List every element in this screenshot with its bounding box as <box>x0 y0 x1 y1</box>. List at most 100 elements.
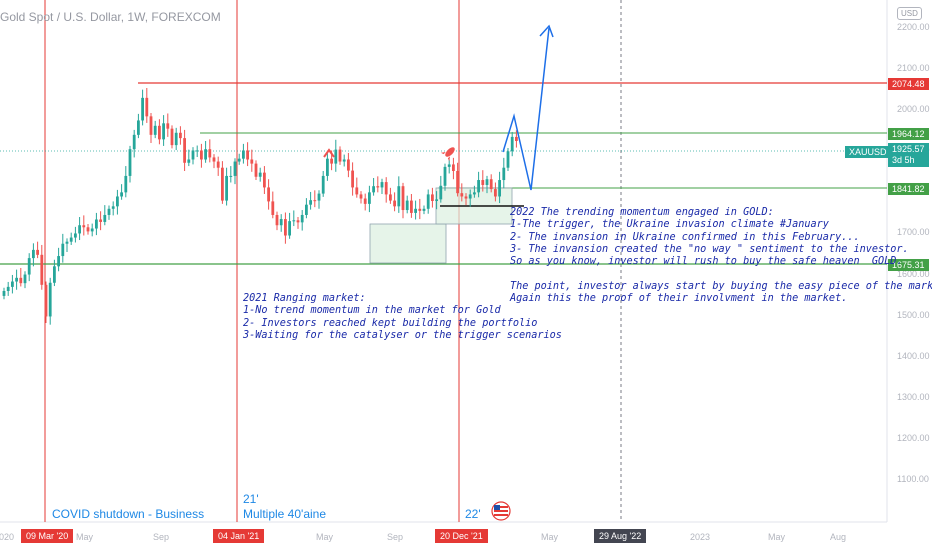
candle-body <box>405 200 409 211</box>
usa-flag-icon <box>491 501 511 521</box>
price-tick-label: 1600.00 <box>897 268 930 279</box>
currency-badge[interactable]: USD <box>897 7 922 20</box>
candle-body <box>300 214 304 223</box>
candle-body <box>179 132 182 139</box>
candle-body <box>372 186 375 193</box>
candle-body <box>393 200 396 207</box>
candle-body <box>128 149 132 176</box>
candle-body <box>368 192 371 204</box>
candle-body <box>36 249 39 255</box>
candle-body <box>376 186 380 188</box>
candle-body <box>11 281 14 287</box>
candle-body <box>401 186 405 211</box>
candle-body <box>485 179 489 185</box>
candle-body <box>338 149 342 162</box>
time-tick-label: May <box>316 532 334 542</box>
rocket-icon <box>440 147 455 162</box>
time-highlight-badge: 04 Jan '21 <box>213 529 265 543</box>
candle-body <box>57 256 60 267</box>
price-tick-label: 1500.00 <box>897 309 930 320</box>
level-badge-1675: 1675.31 <box>888 259 929 271</box>
candle-body <box>288 221 291 236</box>
candle-body <box>468 194 472 199</box>
candle-body <box>414 208 417 213</box>
candle-body <box>410 200 413 213</box>
candle-body <box>279 219 283 226</box>
candle-body <box>53 266 56 283</box>
candle-body <box>237 158 241 162</box>
candle-body <box>242 150 245 159</box>
candle-body <box>418 208 422 211</box>
covid-label: COVID shutdown - Business <box>52 507 205 521</box>
candle-body <box>137 120 140 135</box>
candle-body <box>170 128 174 146</box>
candle-body <box>116 196 119 207</box>
candle-body <box>107 208 111 215</box>
level-badge-1964: 1964.12 <box>888 128 929 140</box>
candle-body <box>271 201 275 215</box>
price-tick-label: 1400.00 <box>897 350 930 361</box>
projection-path <box>502 27 550 191</box>
candle-body <box>90 228 94 232</box>
chart-title: Gold Spot / U.S. Dollar, 1W, FOREXCOM <box>0 10 221 24</box>
candle-body <box>32 249 35 259</box>
candle-body <box>120 192 123 197</box>
candle-body <box>431 194 434 201</box>
candle-body <box>27 258 31 275</box>
candle-body <box>326 158 329 176</box>
candle-body <box>86 227 90 232</box>
candle-body <box>443 166 447 186</box>
year-21-label: 21' <box>243 492 259 506</box>
candle-body <box>40 254 44 285</box>
price-tick-label: 1700.00 <box>897 227 930 238</box>
candle-body <box>296 220 300 223</box>
candle-body <box>15 277 18 282</box>
candle-body <box>460 193 464 197</box>
candle-body <box>494 189 497 197</box>
candle-body <box>397 186 401 207</box>
candle-body <box>263 172 266 188</box>
time-highlight-badge: 29 Aug '22 <box>594 529 647 543</box>
candle-body <box>334 149 338 164</box>
time-tick-label: 2023 <box>690 532 711 542</box>
candle-body <box>313 200 317 202</box>
candle-body <box>380 182 384 188</box>
multiple-label: Multiple 40'aine <box>243 507 327 521</box>
candle-body <box>258 172 262 177</box>
candle-body <box>149 116 153 135</box>
candlestick-series <box>2 87 518 325</box>
candle-body <box>208 149 212 158</box>
projection-arrowhead <box>539 24 554 38</box>
time-tick-label: May <box>76 532 94 542</box>
candle-body <box>204 149 207 160</box>
candle-body <box>342 159 346 162</box>
candle-body <box>162 123 165 140</box>
note-2021-ranging: 2021 Ranging market: 1-No trend momentum… <box>243 293 562 341</box>
candle-body <box>254 163 258 177</box>
time-highlight-badge: 09 Mar '20 <box>21 529 74 543</box>
candle-body <box>103 214 107 222</box>
candle-body <box>447 164 451 167</box>
candle-body <box>284 219 287 236</box>
time-tick-label: May <box>541 532 559 542</box>
level-badge-2074: 2074.48 <box>888 78 929 90</box>
candle-body <box>456 170 459 194</box>
candle-body <box>389 194 392 201</box>
candle-body <box>489 179 493 190</box>
chevron-up-icon <box>323 148 335 158</box>
candle-body <box>384 182 388 195</box>
candle-body <box>132 134 136 150</box>
candle-body <box>187 159 191 163</box>
candle-body <box>19 277 23 284</box>
candle-body <box>246 150 249 160</box>
price-tick-label: 1100.00 <box>897 474 929 484</box>
candle-body <box>74 233 77 238</box>
candle-body <box>317 193 321 201</box>
candle-body <box>183 138 186 163</box>
candle-body <box>309 200 312 205</box>
time-tick-label: May <box>768 532 786 542</box>
time-tick-label: Sep <box>153 532 170 542</box>
candle-body <box>426 194 430 209</box>
